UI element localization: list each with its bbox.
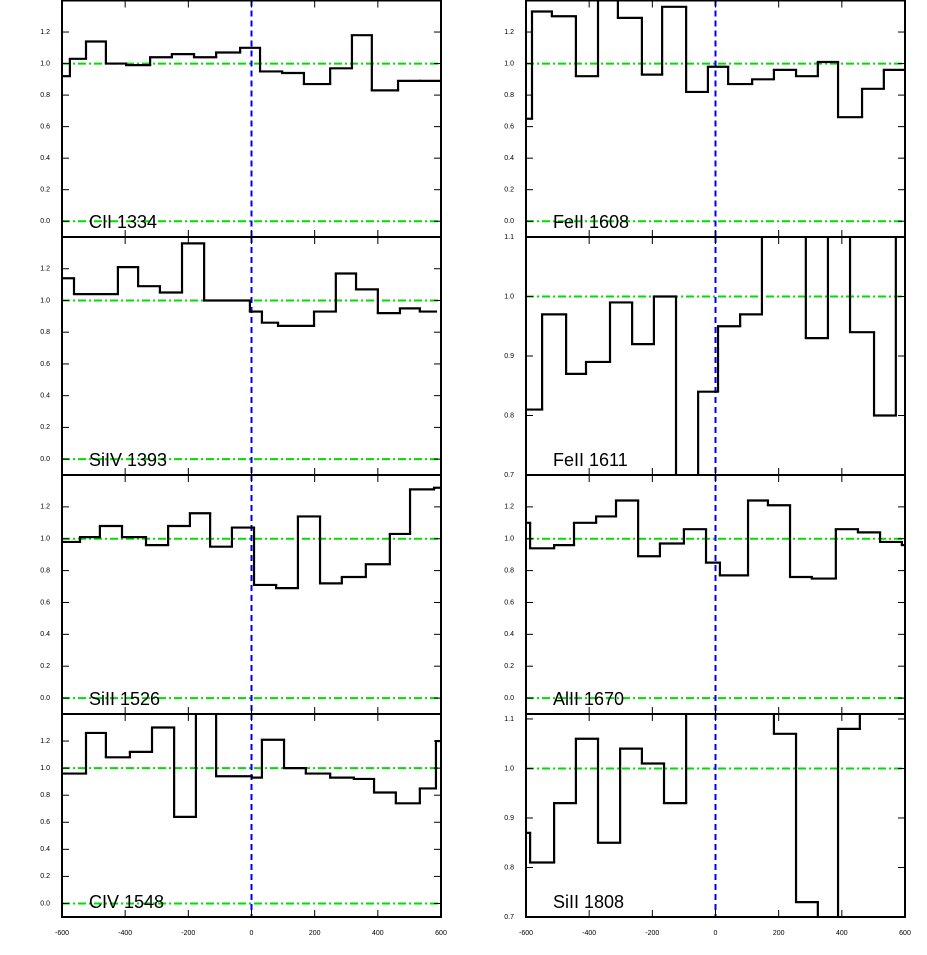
y-tick-label: 0.6	[40, 819, 50, 826]
y-tick-label: 0.4	[40, 846, 50, 853]
x-tick-label: 0	[714, 930, 718, 937]
x-tick-label: 200	[309, 930, 321, 937]
y-tick-label: 0.4	[40, 631, 50, 638]
y-tick-label: 0.4	[40, 393, 50, 400]
y-tick-label: 0.6	[40, 361, 50, 368]
y-tick-label: 1.2	[40, 266, 50, 273]
y-tick-label: 0.8	[504, 864, 514, 871]
x-tick-label: -600	[519, 930, 533, 937]
y-tick-label: 0.8	[504, 567, 514, 574]
y-tick-label: 0.0	[40, 695, 50, 702]
y-tick-label: 0.7	[504, 914, 514, 921]
y-tick-label: 0.2	[504, 663, 514, 670]
y-tick-label: 0.9	[504, 815, 514, 822]
x-tick-label: -600	[55, 930, 69, 937]
y-tick-label: 0.4	[504, 631, 514, 638]
y-tick-label: 1.0	[504, 765, 514, 772]
y-tick-label: 0.2	[40, 424, 50, 431]
y-tick-label: 0.0	[504, 695, 514, 702]
y-tick-label: 0.8	[504, 412, 514, 419]
plot-area	[526, 0, 905, 237]
plot-area	[526, 475, 905, 714]
line-label: AlII 1670	[553, 689, 624, 709]
plot-area	[526, 714, 905, 917]
y-tick-label: 0.2	[40, 187, 50, 194]
plot-area	[62, 714, 441, 917]
y-tick-label: 1.0	[40, 536, 50, 543]
y-tick-label: 1.2	[504, 29, 514, 36]
line-label: SiIV 1393	[89, 450, 167, 470]
y-tick-label: 1.1	[504, 716, 514, 723]
y-tick-label: 0.2	[504, 187, 514, 194]
y-tick-label: 1.2	[40, 29, 50, 36]
plot-area	[62, 475, 441, 714]
y-tick-label: 0.9	[504, 353, 514, 360]
y-tick-label: 1.2	[40, 504, 50, 511]
y-tick-label: 1.1	[504, 234, 514, 241]
y-tick-label: 0.6	[40, 599, 50, 606]
x-tick-label: -400	[582, 930, 596, 937]
x-tick-label: 600	[899, 930, 911, 937]
y-tick-label: 1.0	[40, 297, 50, 304]
y-tick-label: 0.0	[504, 218, 514, 225]
plot-area	[62, 237, 441, 475]
line-label: FeII 1611	[553, 450, 628, 470]
line-label: FeII 1608	[553, 212, 629, 232]
line-label: SiII 1526	[89, 689, 160, 709]
line-label: CIV 1548	[89, 892, 164, 912]
y-tick-label: 0.4	[504, 155, 514, 162]
y-tick-label: 1.2	[40, 738, 50, 745]
x-tick-label: -200	[181, 930, 195, 937]
y-tick-label: 0.2	[40, 873, 50, 880]
y-tick-label: 0.6	[504, 599, 514, 606]
y-tick-label: 0.0	[40, 456, 50, 463]
x-tick-label: 600	[435, 930, 447, 937]
x-tick-label: 200	[773, 930, 785, 937]
y-tick-label: 0.7	[504, 472, 514, 479]
y-tick-label: 0.0	[40, 900, 50, 907]
y-tick-label: 0.4	[40, 155, 50, 162]
x-tick-label: -200	[645, 930, 659, 937]
y-tick-label: 0.8	[40, 567, 50, 574]
y-tick-label: 0.8	[40, 92, 50, 99]
y-tick-label: 1.0	[504, 293, 514, 300]
y-tick-label: 0.8	[40, 792, 50, 799]
y-tick-label: 1.0	[40, 60, 50, 67]
y-tick-label: 0.6	[504, 123, 514, 130]
line-label: CII 1334	[89, 212, 157, 232]
line-label: SiII 1808	[553, 892, 624, 912]
x-tick-label: 400	[836, 930, 848, 937]
y-tick-label: 0.8	[40, 329, 50, 336]
x-tick-label: -400	[118, 930, 132, 937]
y-tick-label: 0.8	[504, 92, 514, 99]
y-tick-label: 1.0	[40, 765, 50, 772]
y-tick-label: 0.0	[40, 218, 50, 225]
plot-area	[526, 237, 905, 475]
y-tick-label: 1.2	[504, 504, 514, 511]
y-tick-label: 0.6	[40, 123, 50, 130]
plot-area	[62, 0, 441, 237]
x-tick-label: 0	[250, 930, 254, 937]
y-tick-label: 0.2	[40, 663, 50, 670]
x-tick-label: 400	[372, 930, 384, 937]
y-tick-label: 1.0	[504, 536, 514, 543]
y-tick-label: 1.0	[504, 60, 514, 67]
